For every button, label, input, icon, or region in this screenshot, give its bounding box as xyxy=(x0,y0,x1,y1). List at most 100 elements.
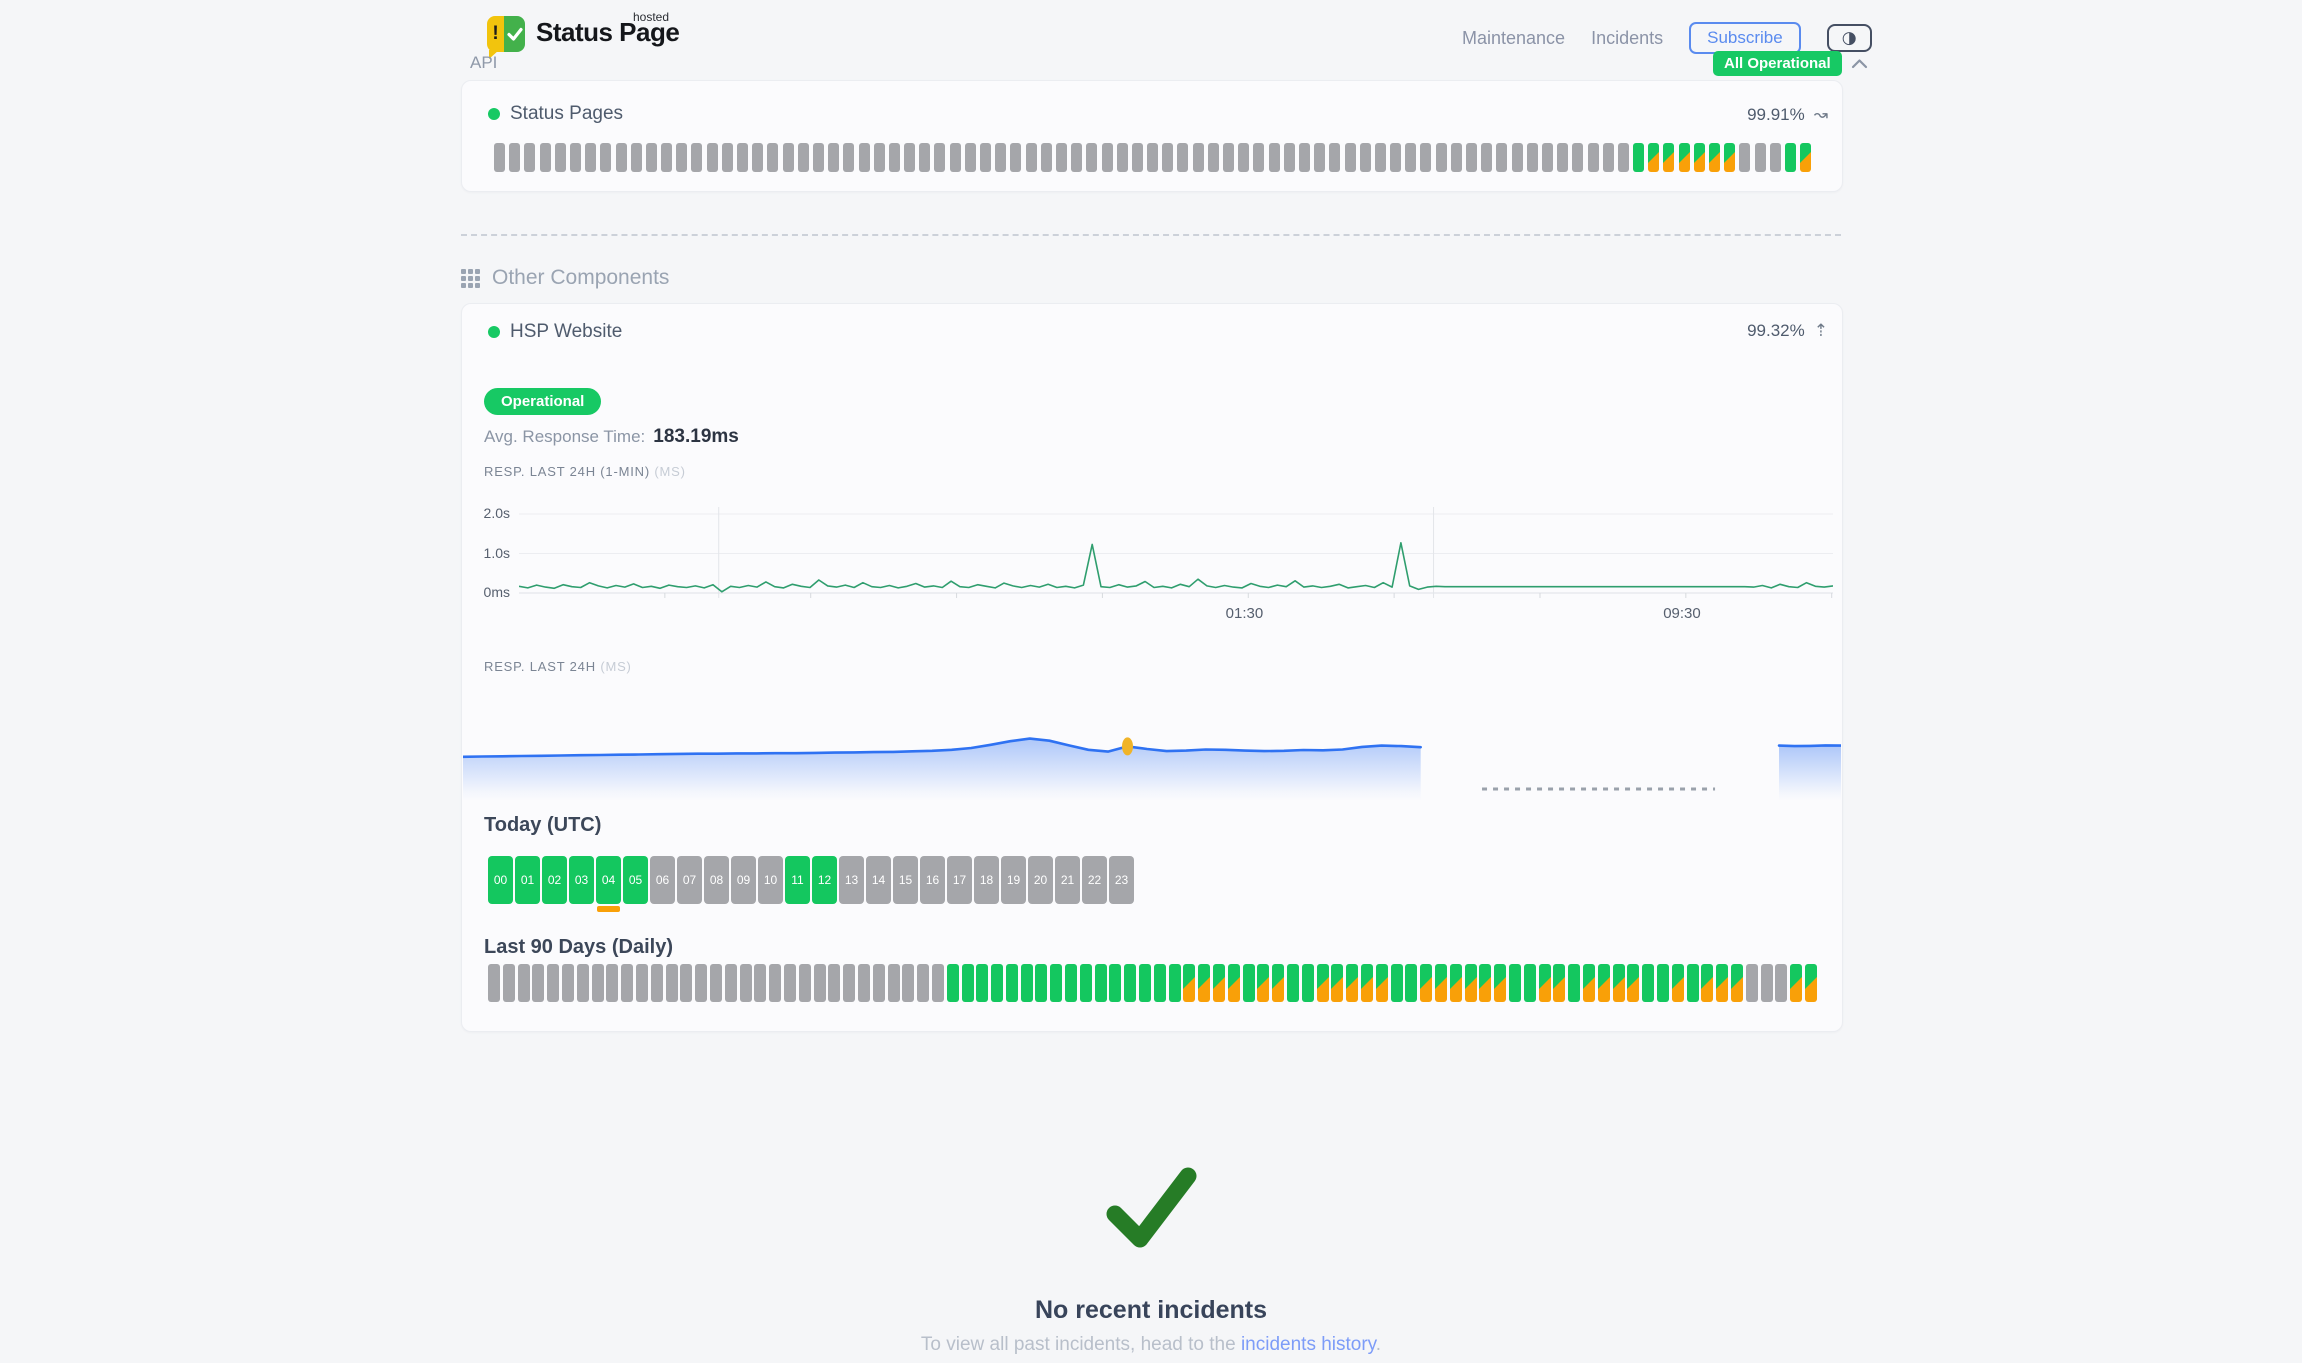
uptime-bar[interactable] xyxy=(1496,143,1508,172)
uptime-bar[interactable] xyxy=(524,143,536,172)
uptime-bar[interactable] xyxy=(1526,143,1538,172)
uptime-bar[interactable] xyxy=(1745,964,1758,1002)
theme-toggle-button[interactable]: ◑ xyxy=(1826,24,1872,52)
uptime-bar[interactable] xyxy=(502,964,515,1002)
uptime-bar[interactable] xyxy=(494,143,505,172)
uptime-bar[interactable] xyxy=(1268,143,1280,172)
uptime-bar[interactable] xyxy=(812,143,824,172)
uptime-bar[interactable] xyxy=(1227,964,1240,1002)
uptime-bar[interactable] xyxy=(797,143,809,172)
uptime-bar[interactable] xyxy=(1238,143,1250,172)
uptime-bar[interactable] xyxy=(1739,143,1751,172)
uptime-bar[interactable] xyxy=(1316,964,1329,1002)
uptime-bar[interactable] xyxy=(1086,143,1098,172)
uptime-bar[interactable] xyxy=(1557,143,1569,172)
uptime-bar[interactable] xyxy=(721,143,733,172)
uptime-bar[interactable] xyxy=(946,964,959,1002)
uptime-bar[interactable] xyxy=(1101,143,1113,172)
hour-cell-00[interactable]: 00 xyxy=(488,856,513,904)
uptime-bar[interactable] xyxy=(1800,143,1812,172)
uptime-bar[interactable] xyxy=(1678,143,1690,172)
uptime-bar[interactable] xyxy=(1374,143,1386,172)
uptime-bar[interactable] xyxy=(1020,964,1033,1002)
brand-title[interactable]: Status Page xyxy=(536,17,680,47)
uptime-bar[interactable] xyxy=(724,964,737,1002)
uptime-bar[interactable] xyxy=(1272,964,1285,1002)
hour-cell-15[interactable]: 15 xyxy=(893,856,918,904)
response-area-chart[interactable] xyxy=(463,701,1841,801)
uptime-bar[interactable] xyxy=(569,143,581,172)
uptime-bar[interactable] xyxy=(1109,964,1122,1002)
subscribe-button[interactable]: Subscribe xyxy=(1689,22,1801,54)
hour-cell-10[interactable]: 10 xyxy=(758,856,783,904)
uptime-bar[interactable] xyxy=(1775,964,1788,1002)
uptime-bar[interactable] xyxy=(621,964,634,1002)
uptime-bar[interactable] xyxy=(1344,143,1356,172)
hour-cell-11[interactable]: 11 xyxy=(785,856,810,904)
uptime-bar[interactable] xyxy=(650,964,663,1002)
uptime-bar[interactable] xyxy=(661,143,673,172)
uptime-bar[interactable] xyxy=(539,143,551,172)
uptime-bar[interactable] xyxy=(1192,143,1204,172)
uptime-bar[interactable] xyxy=(904,143,916,172)
uptime-bar[interactable] xyxy=(1420,143,1432,172)
uptime-bar[interactable] xyxy=(872,964,885,1002)
uptime-bar[interactable] xyxy=(1283,143,1295,172)
uptime-bar[interactable] xyxy=(964,143,976,172)
uptime-bar[interactable] xyxy=(1587,143,1599,172)
uptime-bar[interactable] xyxy=(1450,143,1462,172)
hour-cell-02[interactable]: 02 xyxy=(542,856,567,904)
uptime-bar[interactable] xyxy=(888,143,900,172)
uptime-bar[interactable] xyxy=(813,964,826,1002)
uptime-bar[interactable] xyxy=(1346,964,1359,1002)
uptime-bar[interactable] xyxy=(1257,964,1270,1002)
uptime-bar[interactable] xyxy=(1642,964,1655,1002)
uptime-bar[interactable] xyxy=(1627,964,1640,1002)
uptime-bar[interactable] xyxy=(1287,964,1300,1002)
hour-cell-19[interactable]: 19 xyxy=(1001,856,1026,904)
uptime-bar[interactable] xyxy=(1162,143,1174,172)
uptime-bar[interactable] xyxy=(1597,964,1610,1002)
uptime-bar[interactable] xyxy=(1449,964,1462,1002)
uptime-bar[interactable] xyxy=(1314,143,1326,172)
uptime-bar[interactable] xyxy=(1177,143,1189,172)
uptime-bar[interactable] xyxy=(1301,964,1314,1002)
uptime-bar[interactable] xyxy=(1242,964,1255,1002)
uptime-bar[interactable] xyxy=(1494,964,1507,1002)
hour-cell-09[interactable]: 09 xyxy=(731,856,756,904)
uptime-bar[interactable] xyxy=(1359,143,1371,172)
uptime-bar[interactable] xyxy=(934,143,946,172)
uptime-bar[interactable] xyxy=(1686,964,1699,1002)
hour-cell-07[interactable]: 07 xyxy=(677,856,702,904)
uptime-bar[interactable] xyxy=(517,964,530,1002)
incidents-history-link[interactable]: incidents history xyxy=(1240,1334,1376,1355)
uptime-bar[interactable] xyxy=(1617,143,1629,172)
uptime-bar[interactable] xyxy=(1612,964,1625,1002)
uptime-bar[interactable] xyxy=(1724,143,1736,172)
uptime-bar[interactable] xyxy=(976,964,989,1002)
uptime-bar[interactable] xyxy=(1131,143,1143,172)
uptime-bar[interactable] xyxy=(995,143,1007,172)
uptime-bar[interactable] xyxy=(782,143,794,172)
uptime-bar[interactable] xyxy=(1760,964,1773,1002)
hour-cell-08[interactable]: 08 xyxy=(704,856,729,904)
uptime-bar[interactable] xyxy=(1553,964,1566,1002)
uptime-bar[interactable] xyxy=(635,964,648,1002)
uptime-bar[interactable] xyxy=(691,143,703,172)
uptime-bar[interactable] xyxy=(739,964,752,1002)
uptime-bar[interactable] xyxy=(1568,964,1581,1002)
uptime-bar[interactable] xyxy=(532,964,545,1002)
uptime-bar[interactable] xyxy=(873,143,885,172)
uptime-bar[interactable] xyxy=(606,964,619,1002)
uptime-bar[interactable] xyxy=(769,964,782,1002)
uptime-bar[interactable] xyxy=(1025,143,1037,172)
uptime-bar[interactable] xyxy=(591,964,604,1002)
uptime-bar[interactable] xyxy=(843,964,856,1002)
uptime-bar[interactable] xyxy=(1116,143,1128,172)
chevron-up-icon[interactable] xyxy=(1851,58,1868,69)
uptime-bar[interactable] xyxy=(1572,143,1584,172)
nav-link-maintenance[interactable]: Maintenance xyxy=(1462,27,1566,48)
uptime-bar[interactable] xyxy=(665,964,678,1002)
uptime-bar[interactable] xyxy=(991,964,1004,1002)
uptime-bar[interactable] xyxy=(961,964,974,1002)
